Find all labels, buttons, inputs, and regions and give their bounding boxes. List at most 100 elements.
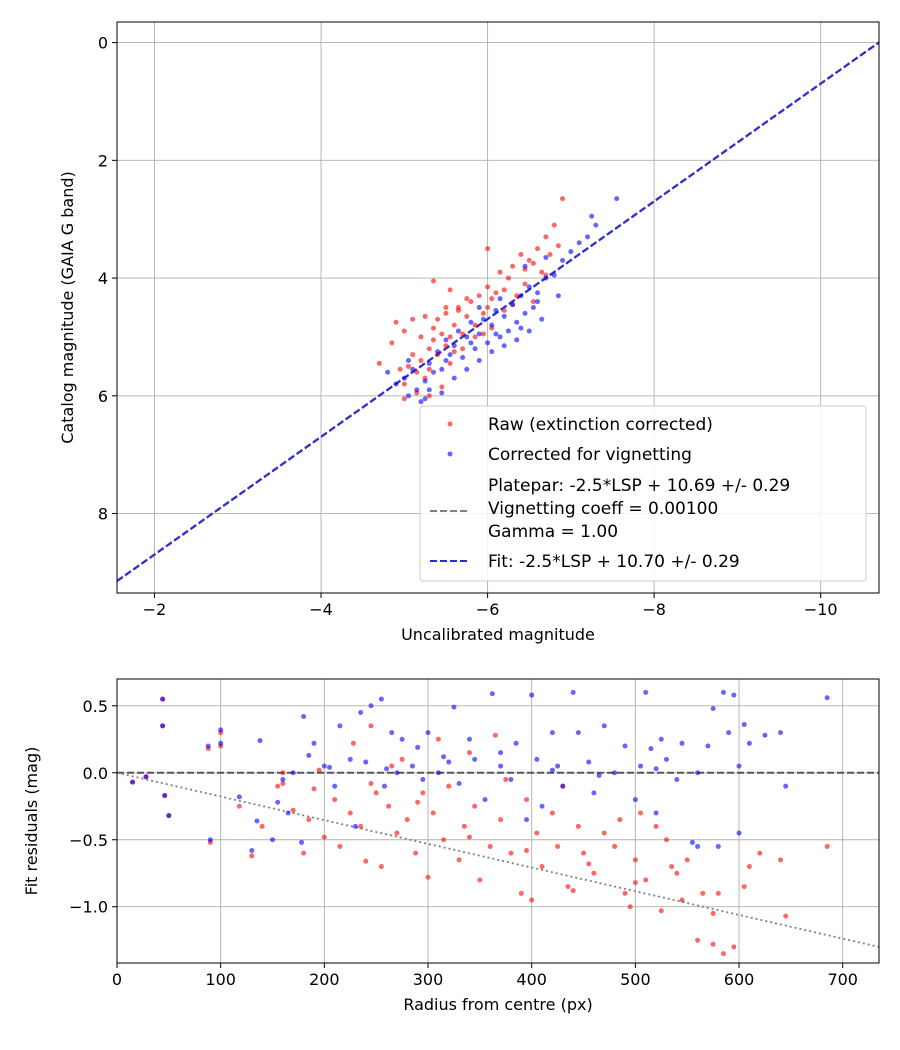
data-point	[476, 331, 482, 337]
data-point	[614, 196, 620, 202]
data-point	[389, 763, 395, 769]
data-point	[586, 759, 592, 765]
data-point	[451, 322, 457, 328]
data-point	[441, 754, 447, 760]
data-point	[601, 830, 607, 836]
data-point	[441, 837, 447, 843]
data-point	[585, 234, 591, 240]
data-point	[480, 310, 486, 316]
data-point	[653, 810, 659, 816]
data-point	[524, 797, 530, 803]
data-point	[207, 837, 213, 843]
data-point	[581, 850, 587, 856]
data-point	[397, 366, 403, 372]
data-point	[669, 864, 675, 870]
data-point	[485, 340, 491, 346]
data-point	[418, 357, 424, 363]
data-point	[218, 740, 224, 746]
data-point	[393, 381, 399, 387]
data-point	[401, 328, 407, 334]
data-point	[466, 750, 472, 756]
data-point	[275, 783, 281, 789]
data-point	[321, 763, 327, 769]
legend-marker-corrected	[447, 451, 453, 457]
data-point	[653, 766, 659, 772]
data-point	[695, 770, 701, 776]
legend-box	[419, 405, 867, 582]
data-point	[466, 834, 472, 840]
data-point	[404, 817, 410, 823]
data-point	[447, 334, 453, 340]
data-point	[485, 305, 491, 310]
data-point	[632, 880, 638, 886]
data-point	[741, 722, 747, 728]
data-point	[401, 381, 407, 387]
data-point	[674, 776, 680, 782]
data-point	[378, 696, 384, 702]
data-point	[352, 823, 358, 829]
data-point	[301, 714, 307, 720]
data-point	[426, 366, 432, 372]
data-point	[783, 783, 789, 789]
data-point	[524, 847, 530, 853]
data-point	[508, 850, 514, 856]
data-point	[280, 776, 286, 782]
data-point	[236, 803, 242, 809]
data-point	[736, 830, 742, 836]
data-point	[205, 743, 211, 749]
data-point	[394, 770, 400, 776]
data-point	[560, 783, 566, 789]
x-axis-label: Radius from centre (px)	[403, 995, 592, 1014]
x-tick-label: −8	[642, 600, 666, 619]
data-point	[555, 763, 561, 769]
data-point	[658, 736, 664, 742]
data-point	[522, 263, 528, 269]
data-point	[249, 847, 255, 853]
data-point	[476, 357, 482, 363]
data-point	[332, 783, 338, 789]
data-point	[401, 396, 407, 402]
data-point	[824, 843, 830, 849]
data-point	[363, 858, 369, 864]
data-point	[539, 316, 545, 322]
data-point	[386, 803, 392, 809]
data-point	[501, 287, 507, 293]
data-point	[612, 843, 618, 849]
data-point	[524, 817, 530, 823]
data-point	[493, 331, 499, 337]
data-point	[568, 249, 574, 255]
data-point	[455, 328, 461, 334]
data-point	[560, 257, 566, 263]
data-point	[160, 723, 166, 729]
axes-frame	[116, 678, 880, 964]
data-point	[254, 818, 260, 824]
data-point	[530, 305, 536, 310]
data-point	[549, 767, 555, 773]
data-point	[689, 839, 695, 845]
data-point	[497, 334, 503, 340]
data-point	[280, 770, 286, 776]
data-point	[679, 740, 685, 746]
data-point	[447, 352, 453, 358]
data-point	[472, 322, 478, 328]
data-point	[460, 331, 466, 337]
data-point	[350, 740, 356, 746]
data-point	[472, 346, 478, 352]
legend-label-corrected: Corrected for vignetting	[488, 445, 692, 465]
data-point	[824, 695, 830, 701]
data-point	[684, 857, 690, 863]
data-point	[501, 343, 507, 349]
data-point	[414, 369, 420, 375]
plot-area	[117, 689, 879, 957]
y-tick-label: 4	[98, 269, 108, 288]
data-point	[489, 349, 495, 355]
data-point	[551, 272, 557, 278]
data-point	[439, 331, 445, 337]
data-point	[415, 799, 421, 805]
data-point	[518, 252, 524, 258]
x-tick-label: −2	[143, 600, 167, 619]
data-point	[653, 823, 659, 829]
data-point	[477, 877, 483, 883]
data-point	[405, 357, 411, 363]
data-point	[503, 776, 509, 782]
